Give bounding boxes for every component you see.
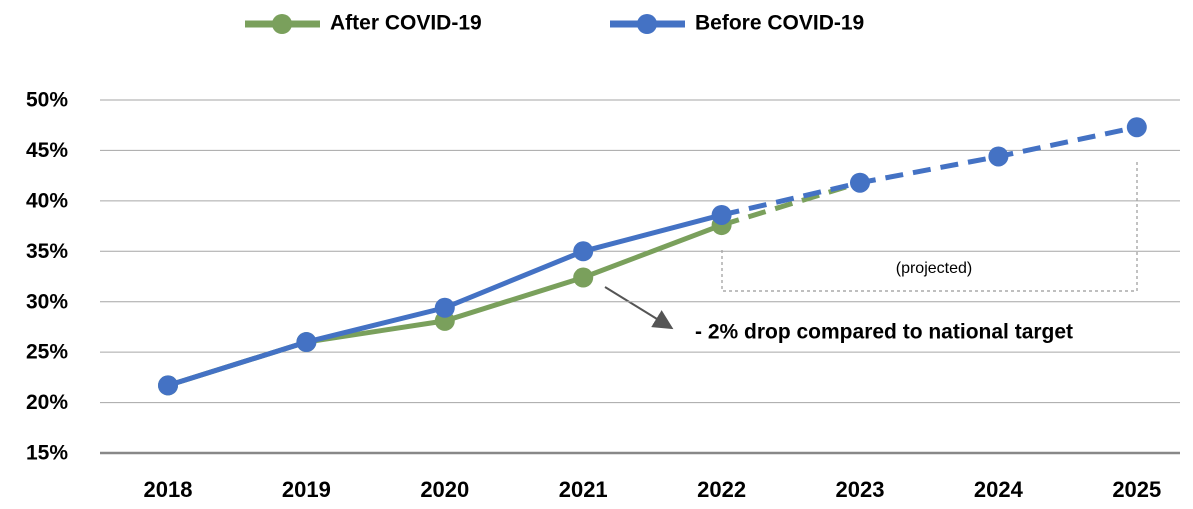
marker	[573, 267, 594, 288]
axes: 15% 20% 25% 30% 35% 40% 45% 50% 2018 2019 2020 2021…	[26, 89, 1180, 502]
annotation: - 2% drop compared to national target	[695, 321, 1073, 344]
y-tick-label: 40%	[26, 189, 68, 212]
marker	[711, 204, 732, 225]
marker	[158, 375, 178, 396]
projection-bracket	[721, 160, 1138, 292]
y-tick-label: 35%	[26, 240, 68, 263]
y-tick-label: 30%	[26, 290, 68, 313]
y-tick-label: 25%	[26, 341, 68, 364]
x-tick-label: 2025	[1112, 477, 1161, 502]
x-tick-label: 2024	[974, 477, 1024, 502]
marker	[434, 297, 455, 318]
x-tick-label: 2021	[559, 477, 608, 502]
legend: After COVID-19 Before COVID-19	[245, 12, 864, 35]
marker	[296, 332, 317, 353]
annotation-arrow	[604, 286, 674, 330]
x-tick-label: 2022	[697, 477, 746, 502]
marker	[573, 241, 594, 262]
annotation: (projected)	[896, 260, 972, 277]
projected-line	[721, 124, 1138, 218]
x-tick-label: 2018	[144, 477, 193, 502]
legend-label: After COVID-19	[330, 12, 482, 35]
x-tick-label: 2019	[282, 477, 331, 502]
x-tick-label: 2023	[836, 477, 885, 502]
y-tick-label: 20%	[26, 391, 68, 414]
y-tick-label: 50%	[26, 89, 68, 112]
marker	[988, 146, 1009, 167]
legend-label: Before COVID-19	[695, 12, 864, 35]
x-tick-label: 2020	[420, 477, 469, 502]
legend-marker	[272, 14, 292, 34]
series	[158, 180, 861, 396]
marker	[850, 172, 870, 193]
legend-marker	[637, 14, 657, 34]
y-tick-label: 45%	[26, 139, 68, 162]
series	[158, 117, 1147, 396]
y-tick-label: 15%	[26, 442, 68, 465]
marker	[1126, 117, 1147, 138]
